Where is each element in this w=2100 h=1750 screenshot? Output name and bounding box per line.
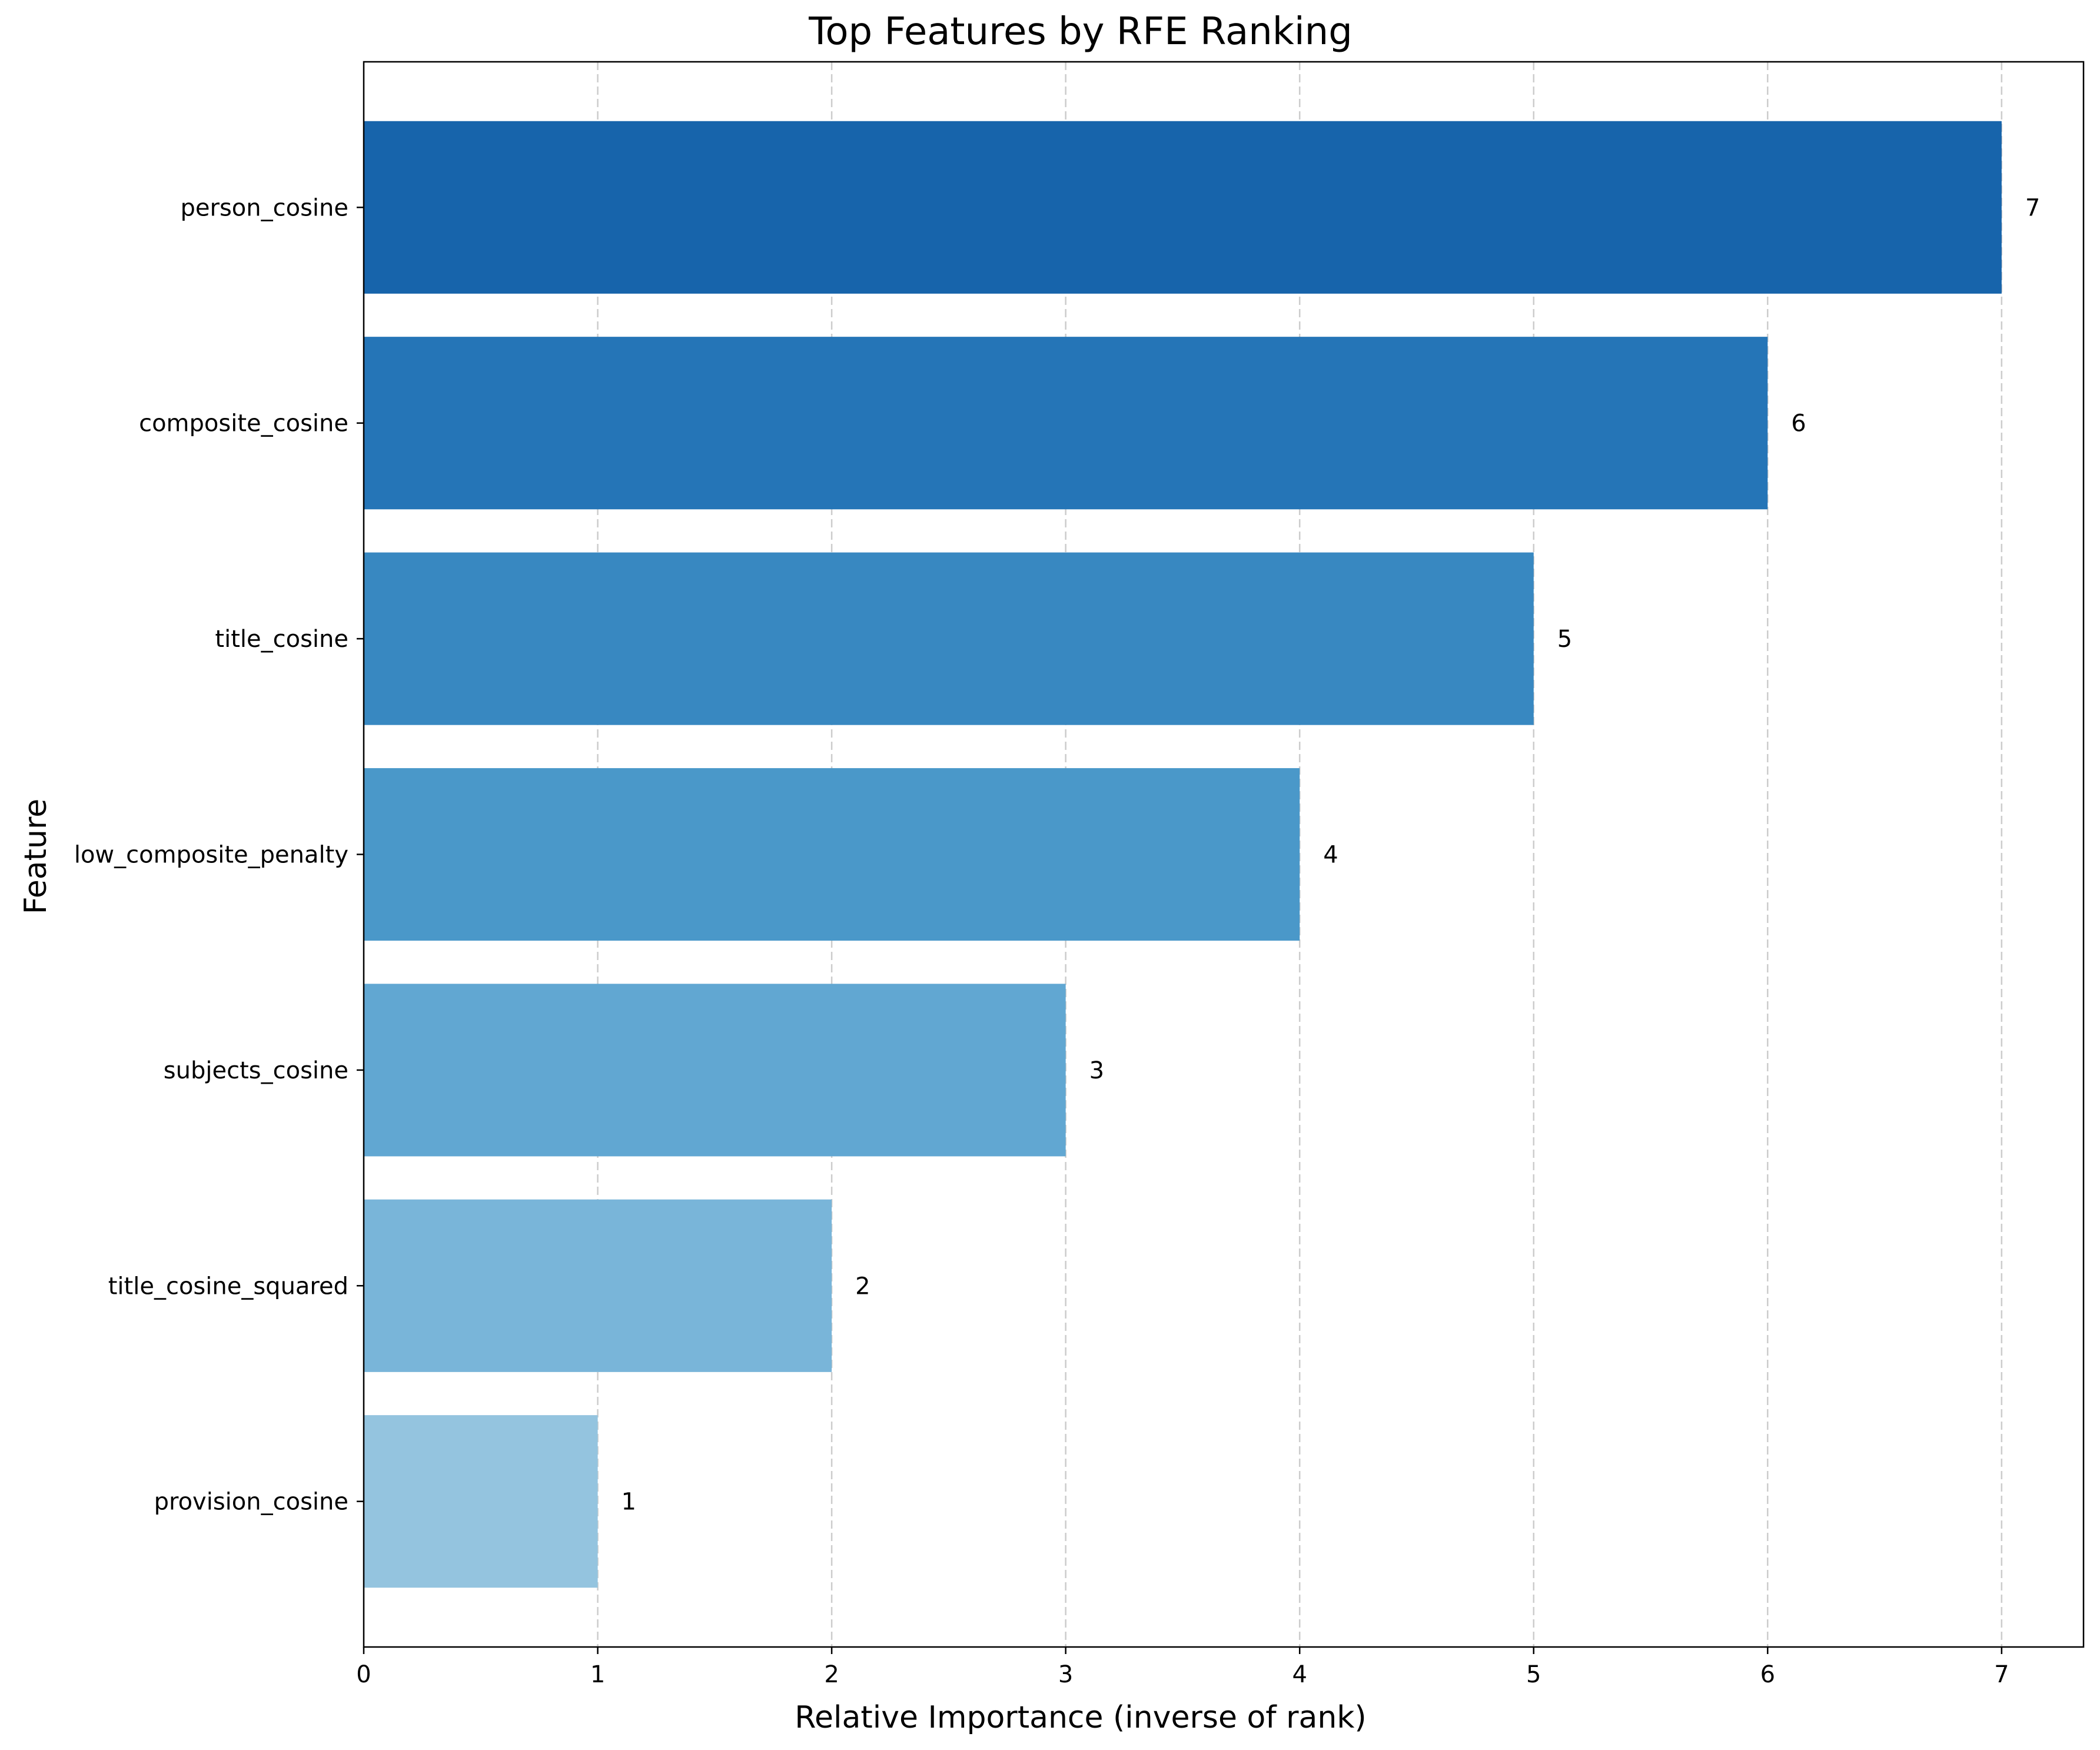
y-tick-label: composite_cosine (139, 410, 348, 437)
data-label: 1 (622, 1489, 636, 1516)
data-label: 5 (1557, 626, 1572, 653)
data-label: 2 (855, 1273, 870, 1300)
x-tick-label: 0 (356, 1661, 371, 1688)
x-axis-ticks: 0 1 2 3 4 5 6 7 (356, 1647, 2009, 1688)
data-label: 3 (1089, 1057, 1104, 1084)
y-tick-label: low_composite_penalty (74, 842, 348, 869)
bar-person-cosine (364, 121, 2002, 294)
data-label: 4 (1323, 842, 1338, 869)
x-tick-label: 5 (1526, 1661, 1541, 1688)
bars-layer (364, 121, 2002, 1588)
bar-subjects-cosine (364, 984, 1066, 1157)
chart-title: Top Features by RFE Ranking (808, 10, 1353, 54)
data-labels: 7 6 5 4 3 2 1 (622, 194, 2041, 1515)
x-tick-label: 1 (590, 1661, 605, 1688)
y-tick-label: subjects_cosine (164, 1057, 348, 1084)
y-tick-label: title_cosine (215, 626, 348, 653)
y-tick-label: title_cosine_squared (108, 1273, 348, 1300)
x-axis-label: Relative Importance (inverse of rank) (795, 1700, 1366, 1735)
bar-low-composite-penalty (364, 768, 1300, 941)
x-tick-label: 4 (1292, 1661, 1307, 1688)
x-tick-label: 6 (1760, 1661, 1775, 1688)
data-label: 7 (2025, 194, 2040, 221)
y-tick-label: provision_cosine (154, 1489, 348, 1516)
bar-composite-cosine (364, 337, 1768, 510)
x-tick-label: 2 (824, 1661, 839, 1688)
x-tick-label: 7 (1994, 1661, 2009, 1688)
x-tick-label: 3 (1058, 1661, 1073, 1688)
bar-title-cosine-squared (364, 1199, 832, 1372)
data-label: 6 (1791, 410, 1806, 437)
bar-title-cosine (364, 552, 1534, 725)
y-tick-label: person_cosine (181, 194, 349, 221)
y-axis-label: Feature (18, 799, 54, 915)
y-axis-ticks: person_cosine composite_cosine title_cosin… (74, 194, 364, 1516)
bar-provision-cosine (364, 1415, 598, 1588)
